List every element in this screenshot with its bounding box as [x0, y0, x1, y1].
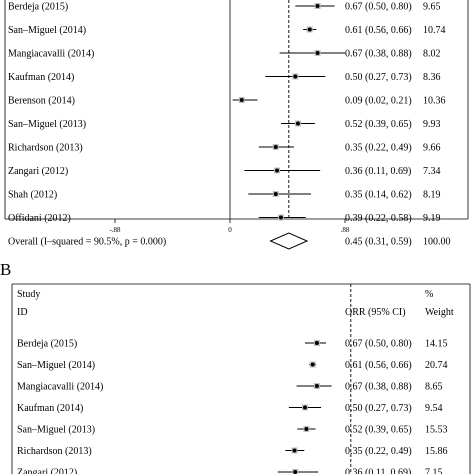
ci-text: 0.36 (0.11, 0.69) [345, 468, 411, 474]
study-label: Richardson (2013) [17, 446, 92, 457]
study-label: San–Miguel (2013) [17, 425, 95, 436]
forest-plot-b: B Study ID ORR (95% CI)% Weight Berdeja (2015… [0, 260, 471, 474]
point-estimate [275, 168, 280, 173]
weight-value: 15.53 [425, 425, 448, 436]
study-label: Mangiacavalli (2014) [17, 382, 103, 393]
study-label: Mangiacavalli (2014) [8, 49, 94, 60]
ci-text: 0.67 (0.50, 0.80) [345, 339, 412, 350]
study-label: Richardson (2013) [8, 143, 83, 154]
overall-ci-text: 0.45 (0.31, 0.59) [345, 237, 412, 248]
weight-value: 7.34 [423, 166, 441, 177]
ci-text: 0.35 (0.14, 0.62) [345, 190, 412, 201]
ci-text: 0.67 (0.38, 0.88) [345, 49, 412, 60]
study-label: Berdeja (2015) [8, 2, 68, 13]
weight-value: 9.66 [423, 143, 441, 154]
ci-text: 0.61 (0.56, 0.66) [345, 360, 412, 371]
point-estimate [303, 405, 307, 410]
tick-label: 0 [228, 226, 232, 234]
study-label: San–Miguel (2014) [8, 25, 86, 36]
ci-text: 0.50 (0.27, 0.73) [345, 403, 412, 414]
panel-letter: B [0, 260, 11, 279]
ci-text: 0.50 (0.27, 0.73) [345, 72, 412, 83]
header-id: ID [17, 307, 28, 318]
study-label: Zangari (2012) [17, 468, 77, 474]
weight-value: 8.36 [423, 72, 441, 83]
tick-label: -.88 [109, 226, 121, 234]
ci-text: 0.35 (0.22, 0.49) [345, 446, 412, 457]
weight-value: 9.19 [423, 213, 441, 224]
point-estimate [278, 215, 283, 220]
ci-text: 0.36 (0.11, 0.69) [345, 166, 411, 177]
study-label: Kaufman (2014) [8, 72, 74, 83]
weight-value: 8.19 [423, 190, 441, 201]
ci-text: 0.67 (0.38, 0.88) [345, 382, 412, 393]
ci-text: 0.52 (0.39, 0.65) [345, 425, 412, 436]
weight-value: 8.02 [423, 49, 441, 60]
overall-diamond [269, 232, 309, 250]
point-estimate [307, 27, 312, 32]
point-estimate [314, 341, 319, 345]
point-estimate [295, 121, 300, 126]
point-estimate [315, 51, 320, 55]
overall-label: Overall (I–squared = 90.5%, p = 0.000) [8, 237, 166, 248]
study-label: Shah (2012) [8, 190, 57, 201]
ci-text: 0.61 (0.56, 0.66) [345, 25, 412, 36]
point-estimate [304, 427, 309, 431]
weight-value: 9.65 [423, 2, 441, 13]
header-weight: Weight [425, 307, 454, 318]
header-study: Study [17, 289, 40, 300]
weight-value: 8.65 [425, 382, 443, 393]
study-label: Zangari (2012) [8, 166, 68, 177]
point-estimate [239, 98, 244, 102]
point-estimate [293, 74, 298, 79]
forest-plot-a: Berdeja (2015) 0.67 (0.50, 0.80) 9.65 San–M… [4, 0, 469, 250]
weight-value: 10.74 [423, 25, 446, 36]
study-label: Berenson (2014) [8, 96, 75, 107]
study-label: Berdeja (2015) [17, 339, 77, 350]
point-estimate [293, 470, 298, 474]
overall-weight: 100.00 [423, 237, 451, 248]
point-estimate [273, 192, 278, 196]
ci-text: 0.67 (0.50, 0.80) [345, 2, 412, 13]
weight-value: 7.15 [425, 468, 443, 474]
point-estimate [314, 384, 319, 388]
study-label: San–Miguel (2014) [17, 360, 95, 371]
weight-value: 10.36 [423, 96, 446, 107]
ci-text: 0.52 (0.39, 0.65) [345, 119, 412, 130]
header-ci: ORR (95% CI) [345, 307, 406, 318]
point-estimate [310, 362, 315, 367]
weight-value: 9.93 [423, 119, 441, 130]
weight-value: 20.74 [425, 360, 448, 371]
ci-text: 0.35 (0.22, 0.49) [345, 143, 412, 154]
ci-text: 0.39 (0.22, 0.58) [345, 213, 412, 224]
study-label: Offidani (2012) [8, 213, 71, 224]
weight-value: 9.54 [425, 403, 443, 414]
ci-text: 0.09 (0.02, 0.21) [345, 96, 412, 107]
study-label: San–Miguel (2013) [8, 119, 86, 130]
point-estimate [315, 4, 320, 8]
point-estimate [273, 145, 278, 149]
tick-label: .88 [341, 226, 350, 234]
study-label: Kaufman (2014) [17, 403, 83, 414]
weight-value: 15.86 [425, 446, 448, 457]
point-estimate [292, 448, 297, 453]
weight-value: 14.15 [425, 339, 448, 350]
header-percent: % [425, 289, 433, 300]
